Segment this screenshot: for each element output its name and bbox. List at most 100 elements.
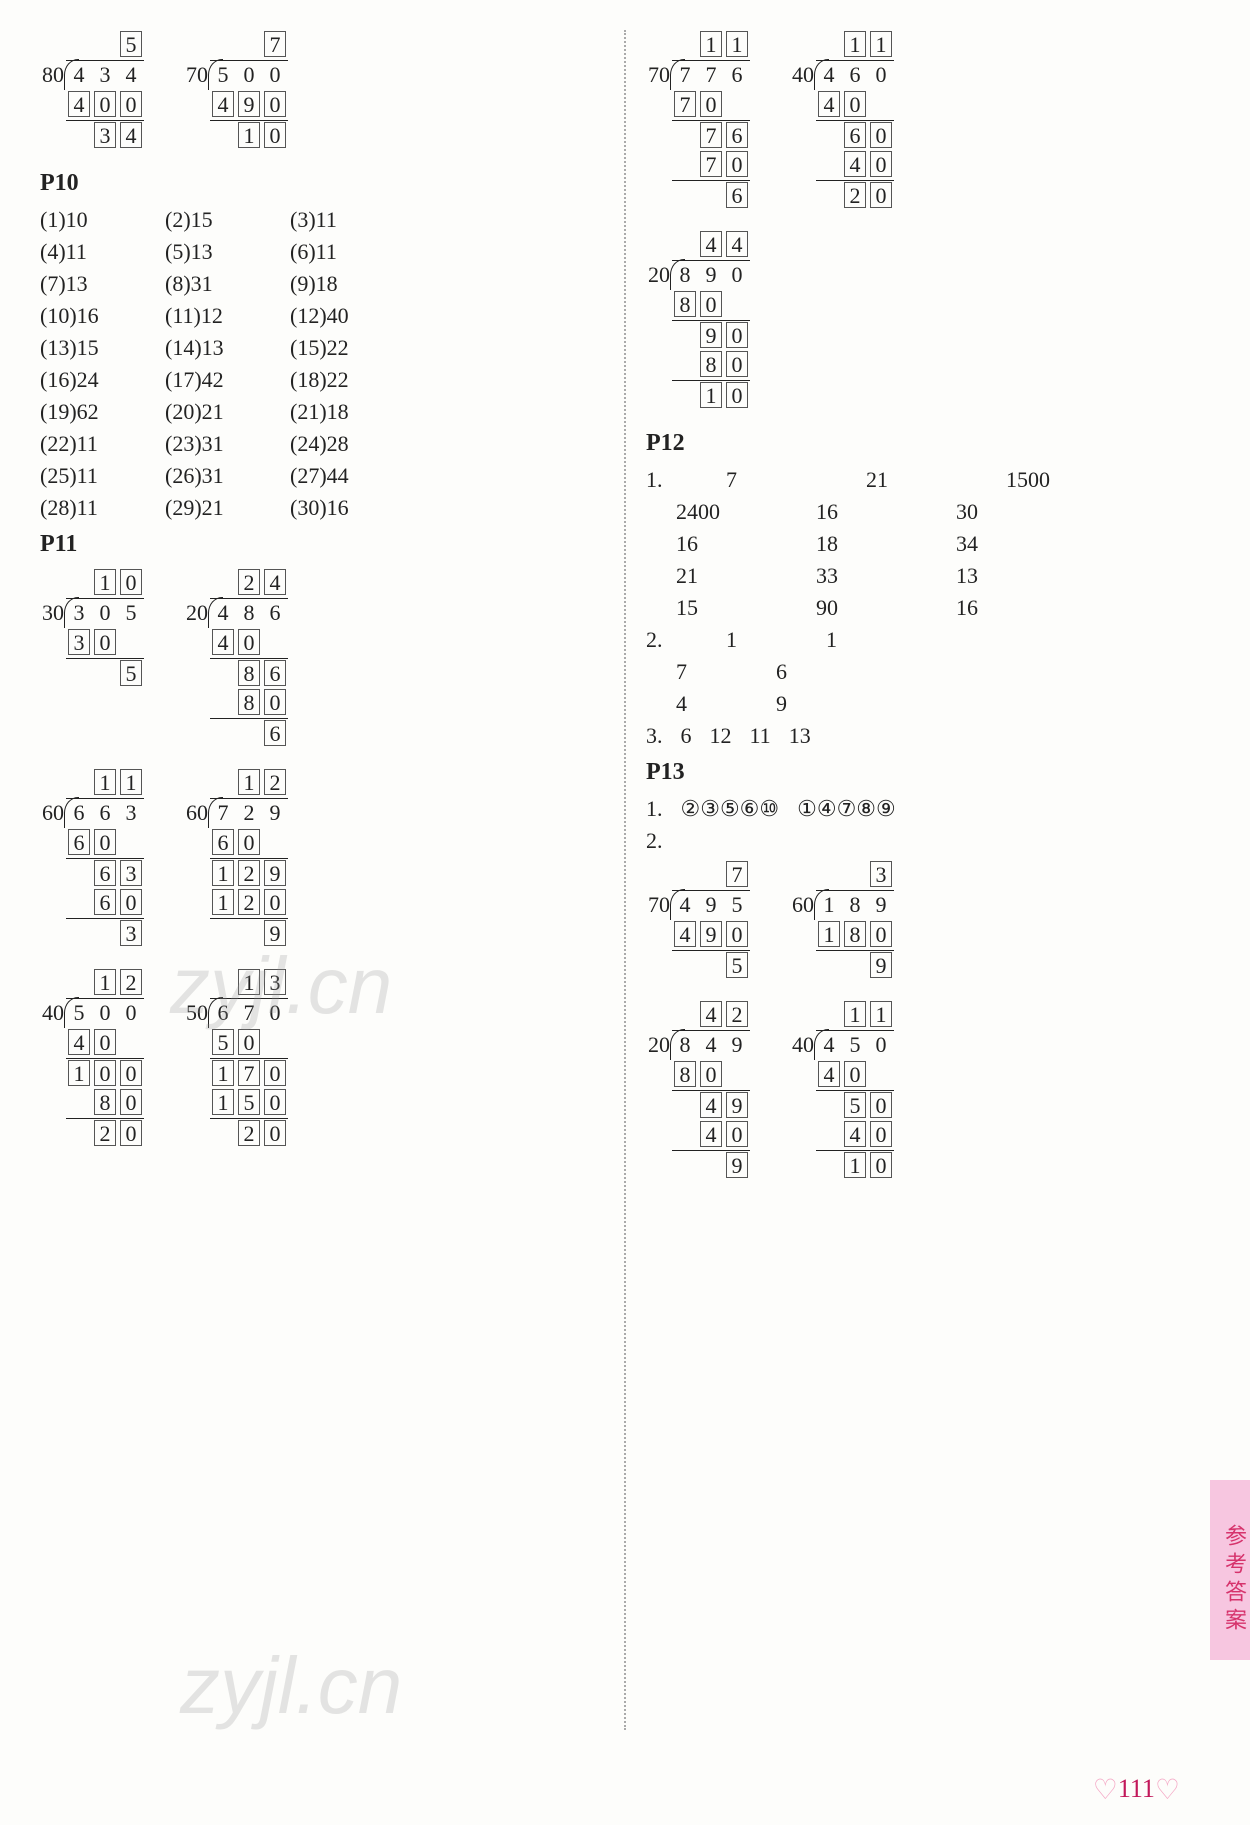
long-division: 11606636063603 <box>40 768 144 948</box>
step-digit: 0 <box>120 91 142 117</box>
long-division: 7704954905 <box>646 860 750 980</box>
dividend-digit: 6 <box>66 798 92 828</box>
step-digit: 0 <box>264 889 286 915</box>
step-digit: 0 <box>700 91 722 117</box>
dividend-digit: 9 <box>698 890 724 920</box>
answer-item: (9)18 <box>290 271 385 297</box>
dividend-digit: 2 <box>236 798 262 828</box>
dividend-digit: 0 <box>262 60 288 90</box>
step-digit: 9 <box>700 921 722 947</box>
quotient-digit: 2 <box>120 969 142 995</box>
step-digit: 3 <box>94 122 116 148</box>
step-digit: 3 <box>68 629 90 655</box>
dividend-digit: 6 <box>210 998 236 1028</box>
quotient-digit: 3 <box>264 969 286 995</box>
q-label: 1. <box>646 796 663 821</box>
quotient-digit: 1 <box>726 31 748 57</box>
dividend-digit: 5 <box>210 60 236 90</box>
answer-item: (8)31 <box>165 271 260 297</box>
p12-value: 1 <box>826 627 866 653</box>
step-digit: 1 <box>212 1089 234 1115</box>
long-division: 114046040604020 <box>790 30 894 210</box>
dividend-digit: 4 <box>118 60 144 90</box>
dividend-digit: 6 <box>842 60 868 90</box>
dividend-digit: 5 <box>118 598 144 628</box>
answer-item: (15)22 <box>290 335 385 361</box>
step-digit: 8 <box>238 660 260 686</box>
p12-value: 6 <box>776 659 816 685</box>
dividend-digit: 4 <box>66 60 92 90</box>
step-digit: 9 <box>238 91 260 117</box>
dividend-digit: 7 <box>698 60 724 90</box>
step-digit: 9 <box>870 952 892 978</box>
long-division: 1030305305 <box>40 568 144 748</box>
p12-value: 13 <box>956 563 1036 589</box>
dividend-digit: 0 <box>236 60 262 90</box>
step-digit: 9 <box>700 322 722 348</box>
step-digit: 5 <box>120 660 142 686</box>
quotient-digit: 3 <box>870 861 892 887</box>
step-digit: 1 <box>700 382 722 408</box>
answer-item: (3)11 <box>290 207 385 233</box>
answer-row: (25)11(26)31(27)44 <box>40 463 604 489</box>
quotient-digit: 2 <box>238 569 260 595</box>
p12-row: 24001630 <box>676 499 1210 525</box>
step-digit: 7 <box>674 91 696 117</box>
long-division: 77050049010 <box>184 30 288 150</box>
step-digit: 0 <box>264 1089 286 1115</box>
quotient-digit: 1 <box>120 769 142 795</box>
quotient-digit: 1 <box>238 769 260 795</box>
q-label: 2. <box>646 627 666 653</box>
circled-nums: ①④⑦⑧⑨ <box>797 796 896 821</box>
step-digit: 4 <box>700 1092 722 1118</box>
answer-row: (7)13(8)31(9)18 <box>40 271 604 297</box>
step-digit: 2 <box>94 1120 116 1146</box>
quotient-digit: 7 <box>726 861 748 887</box>
dividend-digit: 7 <box>236 998 262 1028</box>
step-digit: 1 <box>212 860 234 886</box>
step-digit: 0 <box>94 91 116 117</box>
divisor: 40 <box>790 60 816 90</box>
step-digit: 8 <box>844 921 866 947</box>
step-digit: 9 <box>264 860 286 886</box>
answer-item: (20)21 <box>165 399 260 425</box>
step-digit: 7 <box>700 151 722 177</box>
p12-value: 16 <box>816 499 896 525</box>
p12-value: 7 <box>726 467 806 493</box>
step-digit: 1 <box>212 889 234 915</box>
step-digit: 1 <box>212 1060 234 1086</box>
dividend-digit: 4 <box>816 1030 842 1060</box>
dividend-digit: 9 <box>724 1030 750 1060</box>
dividend-digit: 8 <box>236 598 262 628</box>
step-digit: 4 <box>844 151 866 177</box>
p12-value: 4 <box>676 691 716 717</box>
dividend-digit: 6 <box>724 60 750 90</box>
p12-row: 213313 <box>676 563 1210 589</box>
long-division: 442089080908010 <box>646 230 750 410</box>
dividend-digit: 3 <box>118 798 144 828</box>
p12-value: 12 <box>710 723 732 748</box>
q-label: 1. <box>646 467 666 493</box>
divisor: 70 <box>646 890 672 920</box>
p12-value: 33 <box>816 563 896 589</box>
divisor: 20 <box>646 260 672 290</box>
step-digit: 3 <box>120 860 142 886</box>
long-division: 58043440034 <box>40 30 144 150</box>
page-number: 111 <box>1093 1771 1180 1805</box>
dividend-digit: 5 <box>66 998 92 1028</box>
step-digit: 6 <box>844 122 866 148</box>
divisor: 20 <box>184 598 210 628</box>
answer-item: (30)16 <box>290 495 385 521</box>
answer-row: (19)62(20)21(21)18 <box>40 399 604 425</box>
step-digit: 0 <box>120 1120 142 1146</box>
dividend-digit: 0 <box>724 260 750 290</box>
step-digit: 1 <box>238 122 260 148</box>
step-digit: 6 <box>94 889 116 915</box>
step-digit: 0 <box>264 122 286 148</box>
step-digit: 0 <box>238 1029 260 1055</box>
quotient-digit: 1 <box>844 31 866 57</box>
divisor: 40 <box>40 998 66 1028</box>
p12-value: 7 <box>676 659 716 685</box>
p12-row: 161834 <box>676 531 1210 557</box>
q-label: 2. <box>646 828 1210 854</box>
